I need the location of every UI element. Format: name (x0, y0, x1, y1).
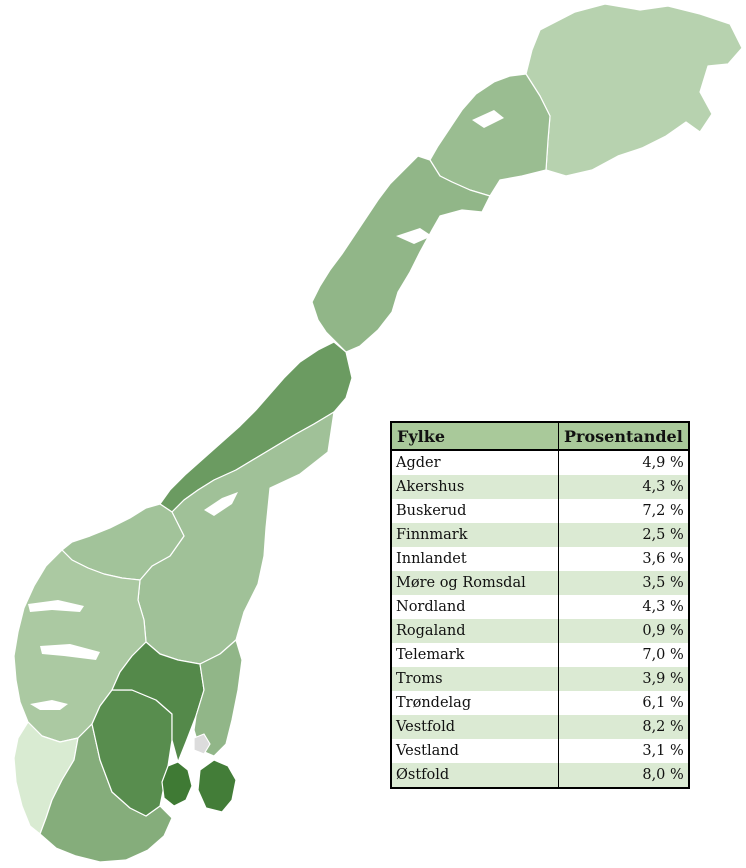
county-share-table: Fylke Prosentandel Agder 4,9 % Akershus 4,3… (390, 421, 690, 789)
cell-fylke: Buskerud (391, 499, 559, 523)
cell-prosentandel: 7,2 % (642, 503, 684, 519)
region-finnmark[interactable] (525, 3, 743, 177)
table-row: Østfold 8,0 % (391, 763, 689, 788)
cell-prosentandel: 4,9 % (642, 455, 684, 471)
cell-fylke: Trøndelag (391, 691, 559, 715)
table-row: Nordland 4,3 % (391, 595, 689, 619)
table-row: Trøndelag 6,1 % (391, 691, 689, 715)
cell-fylke: Telemark (391, 643, 559, 667)
table-row: Troms 3,9 % (391, 667, 689, 691)
cell-fylke: Finnmark (391, 523, 559, 547)
cell-prosentandel: 3,5 % (558, 571, 689, 595)
cell-prosentandel: 3,1 % (642, 743, 684, 759)
cell-fylke: Innlandet (391, 547, 559, 571)
table-row: Akershus 4,3 % (391, 475, 689, 499)
cell-fylke: Møre og Romsdal (391, 571, 559, 595)
table-row: Buskerud 7,2 % (391, 499, 689, 523)
region-nordland[interactable] (311, 155, 491, 353)
cell-prosentandel: 0,9 % (558, 619, 689, 643)
cell-fylke: Østfold (391, 763, 559, 788)
cell-prosentandel: 6,1 % (642, 695, 684, 711)
region-troms[interactable] (429, 73, 551, 197)
table-row: Rogaland 0,9 % (391, 619, 689, 643)
region-ostfold[interactable] (197, 759, 237, 813)
cell-prosentandel: 2,5 % (558, 523, 689, 547)
cell-fylke: Vestfold (391, 715, 559, 739)
table-row: Vestland 3,1 % (391, 739, 689, 763)
region-akershus[interactable] (193, 639, 243, 757)
table-row: Innlandet 3,6 % (391, 547, 689, 571)
cell-prosentandel: 8,2 % (558, 715, 689, 739)
cell-fylke: Agder (391, 450, 559, 475)
table-row: Agder 4,9 % (391, 450, 689, 475)
header-fylke: Fylke (391, 422, 559, 451)
cell-fylke: Vestland (391, 739, 559, 763)
fjord-lines (28, 110, 504, 710)
cell-prosentandel: 3,9 % (558, 667, 689, 691)
cell-prosentandel: 8,0 % (558, 763, 689, 788)
cell-fylke: Rogaland (391, 619, 559, 643)
cell-prosentandel: 7,0 % (642, 647, 684, 663)
header-prosentandel: Prosentandel (558, 422, 689, 451)
cell-prosentandel: 4,3 % (642, 599, 684, 615)
cell-fylke: Akershus (391, 475, 559, 499)
region-vestfold[interactable] (161, 761, 193, 807)
table-header-row: Fylke Prosentandel (391, 422, 689, 451)
cell-prosentandel: 4,3 % (558, 475, 689, 499)
table-row: Vestfold 8,2 % (391, 715, 689, 739)
region-oslo (193, 733, 211, 755)
table-row: Telemark 7,0 % (391, 643, 689, 667)
cell-prosentandel: 3,6 % (642, 551, 684, 567)
cell-fylke: Nordland (391, 595, 559, 619)
cell-fylke: Troms (391, 667, 559, 691)
table-row: Finnmark 2,5 % (391, 523, 689, 547)
table-row: Møre og Romsdal 3,5 % (391, 571, 689, 595)
